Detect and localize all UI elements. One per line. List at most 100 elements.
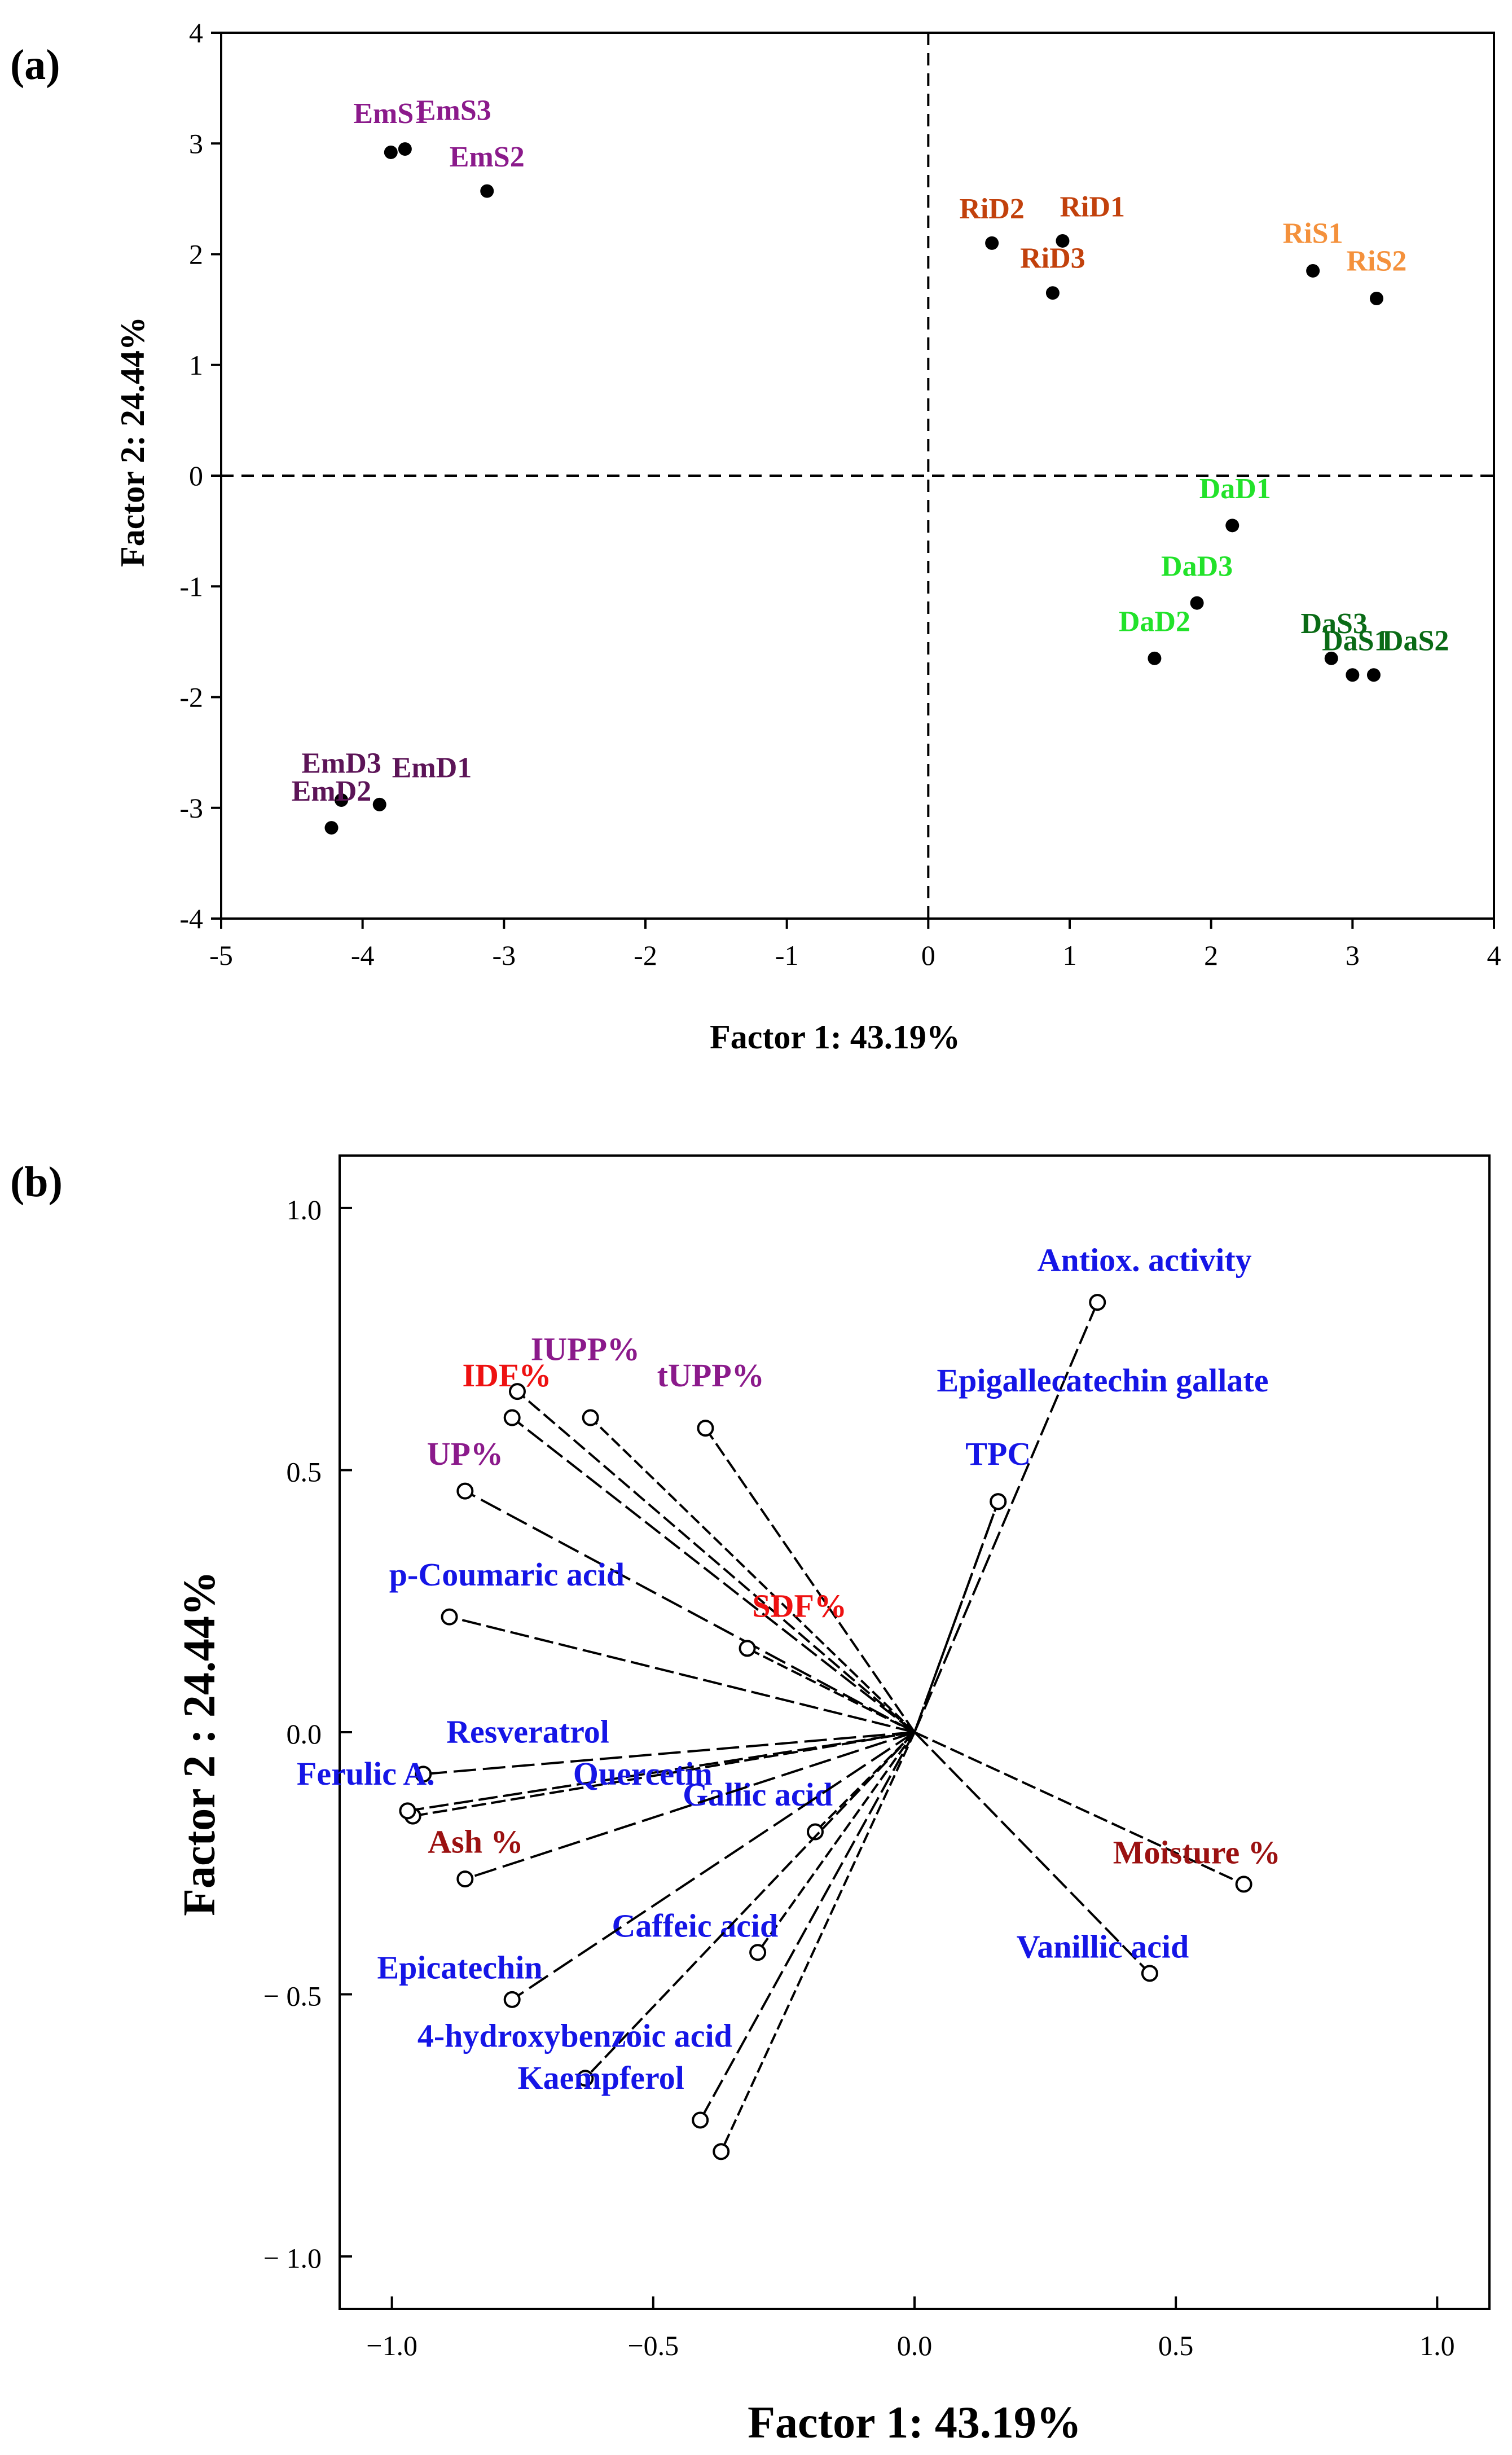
x-axis-label: Factor 1: 43.19%	[710, 1018, 960, 1056]
loading-point	[739, 1640, 756, 1657]
vector-label: tUPP%	[657, 1357, 764, 1394]
y-tick-label: -3	[179, 792, 203, 824]
loading-point	[503, 1991, 521, 2008]
vector-label: IDF%	[462, 1357, 551, 1394]
point-label: DaD3	[1161, 550, 1233, 582]
x-tick-label: 0.5	[1158, 2330, 1194, 2361]
vector-label: Ferulic A.	[297, 1755, 435, 1792]
point-label: DaD2	[1119, 606, 1190, 638]
loading-vector	[511, 1731, 916, 2001]
loading-point	[456, 1482, 474, 1500]
loading-point	[692, 2111, 709, 2129]
loading-point	[806, 1823, 824, 1841]
vector-label: Vanillic acid	[1017, 1929, 1189, 1965]
vector-label: Moisture %	[1113, 1834, 1281, 1870]
loading-vector	[590, 1417, 916, 1733]
vector-label: Quercetin	[573, 1755, 713, 1792]
score-point	[1190, 596, 1204, 610]
point-label: RiD3	[1020, 242, 1085, 274]
point-label: RiD1	[1060, 191, 1125, 223]
loading-vector	[449, 1615, 915, 1733]
point-label: EmS3	[416, 94, 491, 126]
loading-point	[582, 1409, 599, 1426]
x-tick-label: 4	[1487, 939, 1501, 971]
y-tick-label: 4	[189, 17, 203, 49]
loading-point	[1089, 1294, 1106, 1311]
score-point	[324, 821, 339, 835]
y-axis-label: Factor 2 : 24.44%	[175, 1571, 225, 1916]
loading-vector	[464, 1490, 915, 1733]
loading-vector	[516, 1390, 916, 1733]
score-point	[1306, 263, 1320, 278]
x-tick-label: −1.0	[366, 2330, 417, 2361]
loading-point	[503, 1409, 521, 1426]
vector-label: Antiox. activity	[1038, 1241, 1252, 1278]
x-tick-label: -3	[493, 939, 516, 971]
point-label: EmS2	[450, 141, 525, 173]
score-point	[1346, 668, 1360, 682]
vector-label: TPC	[965, 1435, 1031, 1472]
score-point	[480, 184, 494, 198]
point-label: RiD2	[959, 193, 1025, 225]
vector-label: 4-hydroxybenzoic acid	[417, 2017, 732, 2054]
score-point	[1056, 234, 1070, 248]
score-point	[335, 793, 349, 807]
score-point	[1366, 668, 1381, 682]
x-tick-label: -2	[634, 939, 657, 971]
loading-point	[508, 1383, 526, 1400]
loading-point	[1141, 1965, 1158, 1982]
loading-vector	[407, 1731, 915, 1812]
y-tick-label: -4	[179, 903, 203, 934]
loading-vector	[913, 1501, 1000, 1733]
loading-vector	[464, 1731, 915, 1881]
x-tick-label: -1	[775, 939, 799, 971]
score-point	[1369, 292, 1383, 305]
point-label: EmD1	[392, 752, 472, 784]
score-point	[1225, 519, 1240, 533]
point-label: RiS2	[1346, 245, 1406, 278]
score-point	[1324, 651, 1338, 665]
loading-vector	[914, 1731, 1245, 1886]
vector-label: Epicatechin	[377, 1949, 542, 1986]
score-point	[1045, 286, 1060, 300]
loading-point	[415, 1766, 432, 1783]
y-tick-label: 2	[189, 239, 203, 270]
point-label: DaS1	[1322, 625, 1388, 657]
vector-label: Gallic acid	[683, 1776, 833, 1813]
loading-vector	[913, 1731, 1151, 1974]
vector-label: Resveratrol	[446, 1714, 609, 1750]
vector-label: Epigallecatechin gallate	[937, 1362, 1268, 1399]
loading-point	[1235, 1876, 1252, 1893]
vector-label: IUPP%	[531, 1330, 640, 1367]
score-point	[985, 236, 999, 250]
y-tick-label: 0.5	[287, 1456, 322, 1487]
vector-label: Kaempferol	[518, 2059, 684, 2096]
point-label: EmS1	[353, 98, 428, 130]
y-tick-label: 3	[189, 128, 203, 159]
point-label: DaS3	[1300, 608, 1367, 640]
y-tick-label: 1.0	[287, 1194, 322, 1226]
y-tick-label: -2	[179, 682, 203, 713]
loading-vector	[704, 1427, 916, 1733]
x-tick-label: -5	[209, 939, 233, 971]
loading-point	[399, 1802, 416, 1820]
y-tick-label: − 1.0	[263, 2242, 322, 2274]
x-tick-label: −0.5	[627, 2330, 679, 2361]
y-tick-label: -1	[179, 570, 203, 602]
y-tick-label: 0	[189, 460, 203, 491]
point-label: EmD2	[292, 775, 372, 807]
loading-vector	[913, 1302, 1099, 1733]
loading-vector	[423, 1731, 915, 1776]
loading-vector	[720, 1732, 916, 2153]
vector-label: p-Coumaric acid	[389, 1556, 625, 1593]
loading-point	[697, 1420, 714, 1437]
x-axis-label: Factor 1: 43.19%	[748, 2398, 1082, 2448]
y-tick-label: − 0.5	[263, 1980, 322, 2012]
loading-vector	[511, 1416, 916, 1733]
x-tick-label: -4	[351, 939, 375, 971]
loading-point	[456, 1870, 474, 1888]
x-tick-label: 1.0	[1419, 2330, 1455, 2361]
panel-b: (b) −1.0 −0.5 0.0 0.5 1.0 1.0 0.5 0.0 − 0.5 − 1.0 F…	[10, 1154, 1491, 2448]
